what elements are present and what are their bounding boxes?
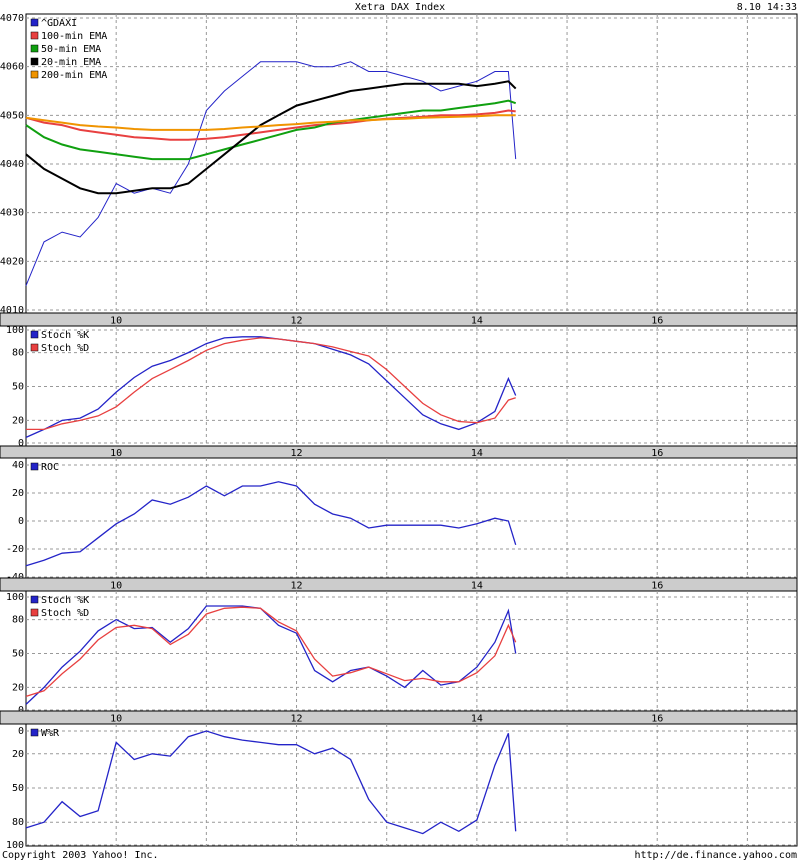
- y-tick-label: 100: [6, 840, 24, 851]
- legend-label: W%R: [41, 728, 60, 739]
- x-tick-label: 12: [291, 316, 303, 327]
- legend-swatch: [30, 70, 39, 79]
- y-tick-label: 4070: [0, 13, 24, 24]
- y-tick-label: 100: [6, 592, 24, 603]
- page-title: Xetra DAX Index: [355, 2, 445, 13]
- legend-label: 50-min EMA: [41, 44, 101, 55]
- y-tick-label: 4020: [0, 256, 24, 267]
- legend-swatch: [30, 44, 39, 53]
- x-tick-label: 16: [651, 581, 663, 592]
- x-tick-label: 14: [471, 316, 483, 327]
- data-line: [25, 80, 517, 195]
- data-line: [25, 605, 517, 705]
- legend-swatch: [30, 330, 39, 339]
- legend-label: Stoch %D: [41, 608, 89, 619]
- y-tick-label: 50: [12, 783, 24, 794]
- x-tick-label: 10: [110, 316, 122, 327]
- legend-swatch: [30, 462, 39, 471]
- legend-label: Stoch %K: [41, 595, 89, 606]
- legend-label: ROC: [41, 462, 59, 473]
- y-tick-label: 4010: [0, 305, 24, 316]
- legend-label: Stoch %K: [41, 330, 89, 341]
- legend-swatch: [30, 608, 39, 617]
- y-tick-label: 0: [18, 438, 24, 449]
- x-tick-label: 12: [291, 448, 303, 459]
- panel-frame: [25, 723, 798, 847]
- data-line: [25, 109, 516, 141]
- legend-swatch: [30, 343, 39, 352]
- y-tick-label: 20: [12, 415, 24, 426]
- legend-swatch: [30, 595, 39, 604]
- source-url: http://de.finance.yahoo.com: [634, 850, 797, 861]
- legend-label: 200-min EMA: [41, 70, 107, 81]
- y-tick-label: 80: [12, 817, 24, 828]
- y-tick-label: 0: [18, 726, 24, 737]
- panel-frame: [25, 590, 798, 712]
- y-tick-label: 100: [6, 325, 24, 336]
- y-tick-label: 4050: [0, 110, 24, 121]
- data-line: [25, 481, 517, 567]
- data-line: [26, 337, 516, 431]
- legend-label: 100-min EMA: [41, 31, 107, 42]
- y-tick-label: -20: [6, 544, 24, 555]
- x-tick-label: 14: [471, 714, 483, 725]
- x-tick-label: 10: [110, 581, 122, 592]
- data-line: [25, 114, 516, 131]
- x-tick-label: 12: [291, 714, 303, 725]
- y-tick-label: 4040: [0, 159, 24, 170]
- legend-swatch: [30, 31, 39, 40]
- y-tick-label: 20: [12, 488, 24, 499]
- x-tick-label: 10: [110, 448, 122, 459]
- y-tick-label: 4060: [0, 62, 24, 73]
- y-tick-label: 20: [12, 682, 24, 693]
- x-tick-label: 16: [651, 714, 663, 725]
- x-tick-label: 12: [291, 581, 303, 592]
- data-line: [25, 606, 517, 698]
- panel-frame: [25, 457, 798, 579]
- x-tick-label: 10: [110, 714, 122, 725]
- legend-label: 20-min EMA: [41, 57, 101, 68]
- y-tick-label: 50: [12, 649, 24, 660]
- copyright: Copyright 2003 Yahoo! Inc.: [2, 850, 159, 861]
- y-tick-label: 40: [12, 460, 24, 471]
- y-tick-label: 0: [18, 516, 24, 527]
- y-tick-label: 80: [12, 615, 24, 626]
- x-tick-label: 14: [471, 581, 483, 592]
- y-tick-label: 20: [12, 749, 24, 760]
- legend-swatch: [30, 57, 39, 66]
- y-tick-label: 80: [12, 348, 24, 359]
- y-tick-label: 50: [12, 382, 24, 393]
- timestamp: 8.10 14:33: [737, 2, 797, 13]
- data-line: [25, 61, 517, 286]
- data-line: [25, 99, 517, 161]
- legend-label: ^GDAXI: [41, 18, 77, 29]
- legend-swatch: [30, 728, 39, 737]
- x-tick-label: 16: [651, 448, 663, 459]
- x-tick-label: 14: [471, 448, 483, 459]
- data-line: [25, 730, 517, 835]
- y-tick-label: 4030: [0, 208, 24, 219]
- x-tick-label: 16: [651, 316, 663, 327]
- legend-label: Stoch %D: [41, 343, 89, 354]
- legend-swatch: [30, 18, 39, 27]
